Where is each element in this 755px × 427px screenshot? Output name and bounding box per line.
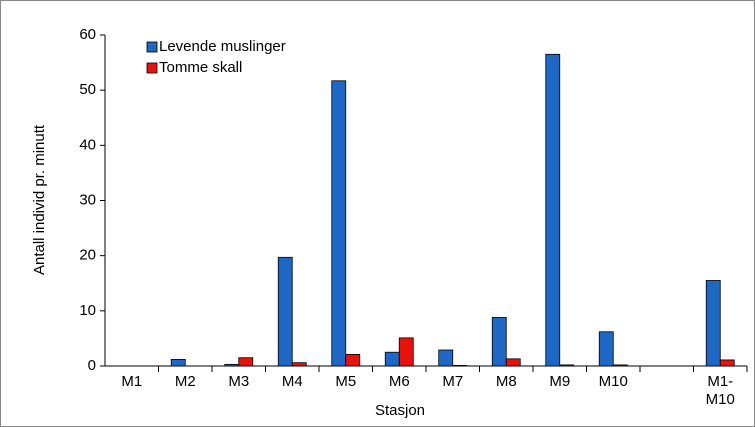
x-tick-label: M9 (549, 373, 571, 390)
bar (452, 365, 468, 367)
bar (277, 256, 293, 367)
bar (384, 351, 400, 367)
x-tick-label: M5 (335, 373, 357, 390)
y-tick-label: 30 (79, 191, 96, 208)
bar (398, 337, 414, 367)
bar (545, 53, 561, 367)
bar (559, 364, 575, 367)
y-tick-label: 10 (79, 302, 96, 319)
bar (719, 359, 735, 367)
bar (598, 331, 614, 367)
x-tick-label: M8 (495, 373, 517, 390)
y-tick-label: 60 (79, 26, 96, 43)
bar (291, 362, 307, 367)
x-tick-label: M1- M10 (705, 373, 735, 408)
legend-swatch (146, 62, 158, 74)
x-tick-label: M10 (598, 373, 628, 390)
x-tick-label: M3 (228, 373, 250, 390)
y-tick-label: 40 (79, 136, 96, 153)
legend-swatch (146, 41, 158, 53)
bar (438, 349, 454, 367)
legend-label: Tomme skall (159, 59, 242, 76)
x-tick-label: M2 (174, 373, 196, 390)
bar (491, 317, 507, 367)
x-axis-label: Stasjon (375, 402, 425, 419)
x-tick-label: M1 (121, 373, 143, 390)
legend-label: Levende muslinger (159, 38, 286, 55)
y-tick-label: 50 (79, 81, 96, 98)
bar (238, 357, 254, 367)
bar (331, 80, 347, 367)
x-tick-label: M4 (281, 373, 303, 390)
bar (224, 363, 240, 367)
x-tick-label: M7 (442, 373, 464, 390)
y-axis-label: Antall individ pr. minutt (31, 124, 48, 275)
bar (170, 358, 186, 367)
bar (705, 280, 721, 367)
bar (345, 354, 361, 367)
bar (612, 364, 628, 367)
y-tick-label: 0 (88, 357, 96, 374)
x-tick-label: M6 (388, 373, 410, 390)
y-tick-label: 20 (79, 247, 96, 264)
bar (505, 358, 521, 367)
